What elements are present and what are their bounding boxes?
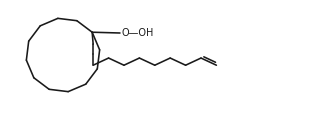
Text: O—OH: O—OH (121, 28, 153, 38)
